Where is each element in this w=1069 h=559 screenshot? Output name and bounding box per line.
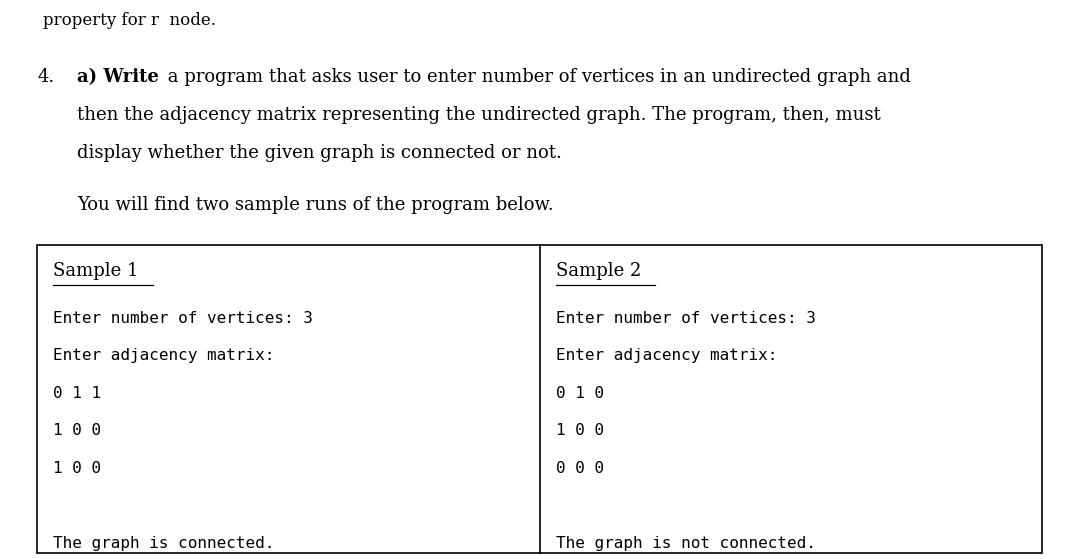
- Text: property for r  node.: property for r node.: [43, 12, 216, 29]
- Text: The graph is not connected.: The graph is not connected.: [556, 536, 816, 551]
- Text: 0 1 1: 0 1 1: [53, 386, 102, 401]
- Text: Sample 2: Sample 2: [556, 262, 641, 280]
- Text: You will find two sample runs of the program below.: You will find two sample runs of the pro…: [77, 196, 554, 214]
- Text: 1 0 0: 1 0 0: [556, 423, 604, 438]
- Text: display whether the given graph is connected or not.: display whether the given graph is conne…: [77, 144, 562, 162]
- Text: Enter number of vertices: 3: Enter number of vertices: 3: [53, 311, 313, 326]
- Text: then the adjacency matrix representing the undirected graph. The program, then, : then the adjacency matrix representing t…: [77, 106, 881, 124]
- Text: 1 0 0: 1 0 0: [53, 423, 102, 438]
- Text: a program that asks user to enter number of vertices in an undirected graph and: a program that asks user to enter number…: [162, 68, 912, 86]
- Text: 0 0 0: 0 0 0: [556, 461, 604, 476]
- Text: a) Write: a) Write: [77, 68, 159, 86]
- Text: Enter adjacency matrix:: Enter adjacency matrix:: [53, 348, 275, 363]
- Text: 1 0 0: 1 0 0: [53, 461, 102, 476]
- Bar: [37, 245, 1042, 553]
- Text: Sample 1: Sample 1: [53, 262, 139, 280]
- Text: Enter number of vertices: 3: Enter number of vertices: 3: [556, 311, 816, 326]
- Text: 4.: 4.: [37, 68, 55, 86]
- Text: The graph is connected.: The graph is connected.: [53, 536, 275, 551]
- Text: Enter adjacency matrix:: Enter adjacency matrix:: [556, 348, 777, 363]
- Text: 0 1 0: 0 1 0: [556, 386, 604, 401]
